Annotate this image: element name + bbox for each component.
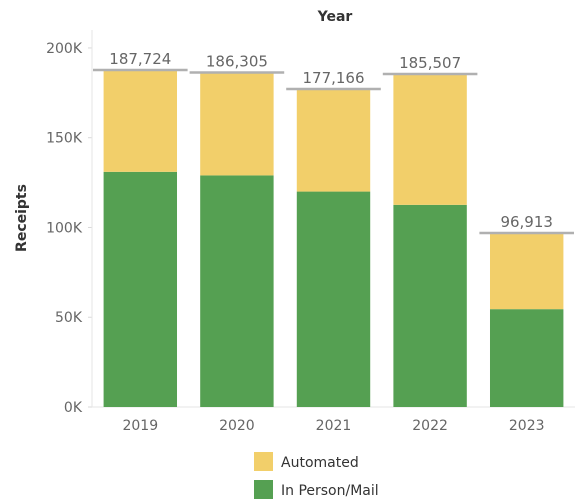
x-tick-label: 2020 xyxy=(219,418,255,434)
legend-swatch xyxy=(254,480,273,499)
y-tick-label: 150K xyxy=(46,131,83,147)
bar-in-person-mail[interactable] xyxy=(103,171,178,407)
total-value-label: 96,913 xyxy=(500,213,553,231)
y-axis-title: Receipts xyxy=(14,184,30,252)
x-tick-label: 2019 xyxy=(122,418,158,434)
bar-automated[interactable] xyxy=(296,88,371,192)
bar-automated[interactable] xyxy=(200,72,274,176)
bar-automated[interactable] xyxy=(489,233,564,310)
legend-label: Automated xyxy=(281,455,359,471)
total-markers-group: 187,724 186,305 177,166 185,507 96,913 xyxy=(93,50,574,235)
y-axis: 0K 50K 100K 150K 200K xyxy=(46,30,93,416)
legend[interactable]: Automated In Person/Mail xyxy=(254,452,379,499)
y-tick-label: 50K xyxy=(55,310,83,326)
x-tick-label: 2022 xyxy=(412,418,448,434)
x-tick-label: 2023 xyxy=(509,418,545,434)
column-header-title: Year xyxy=(317,9,353,25)
bar-in-person-mail[interactable] xyxy=(200,175,274,407)
bar-automated[interactable] xyxy=(103,69,178,172)
bars-group xyxy=(103,69,564,407)
y-tick-label: 100K xyxy=(46,220,83,236)
bar-in-person-mail[interactable] xyxy=(296,191,371,407)
y-tick-label: 0K xyxy=(64,400,83,416)
legend-item[interactable]: In Person/Mail xyxy=(254,480,379,499)
legend-item[interactable]: Automated xyxy=(254,452,359,471)
legend-label: In Person/Mail xyxy=(281,483,379,499)
total-value-label: 186,305 xyxy=(206,53,268,71)
x-tick-label: 2021 xyxy=(316,418,352,434)
bar-in-person-mail[interactable] xyxy=(489,309,564,407)
bar-automated[interactable] xyxy=(393,73,467,205)
y-tick-label: 200K xyxy=(46,41,83,57)
total-value-label: 185,507 xyxy=(399,54,461,72)
total-value-label: 177,166 xyxy=(302,69,364,87)
legend-swatch xyxy=(254,452,273,471)
total-value-label: 187,724 xyxy=(109,50,171,68)
x-axis: 2019 2020 2021 2022 2023 xyxy=(92,406,575,434)
bar-in-person-mail[interactable] xyxy=(393,204,467,407)
